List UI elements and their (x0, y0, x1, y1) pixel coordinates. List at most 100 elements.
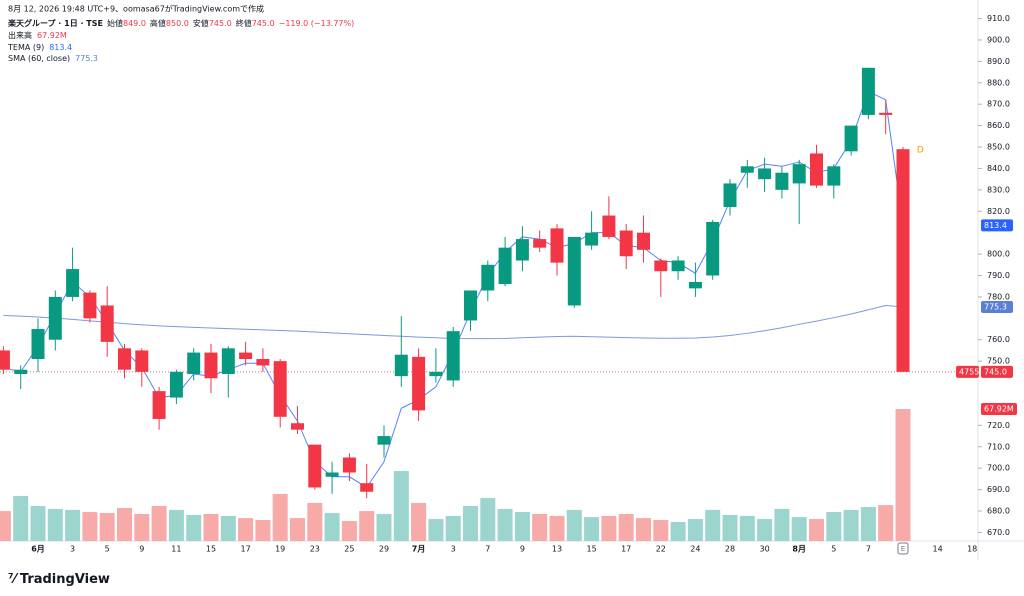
volume-bar (809, 519, 824, 541)
volume-bar (238, 518, 254, 541)
candle-body (481, 264, 495, 291)
value: 67.92M (37, 31, 67, 40)
volume-bar (82, 512, 98, 541)
candle-body (723, 183, 737, 207)
volume-bar (670, 521, 686, 541)
volume-bar (341, 520, 357, 541)
x-tick-label: 15 (206, 545, 216, 554)
candle-body (100, 305, 114, 342)
volume-bar (480, 498, 496, 541)
candle-body (550, 228, 564, 263)
y-tick-label: 670.0 (987, 528, 1010, 537)
volume-bar (47, 508, 63, 541)
volume-bar (826, 512, 842, 541)
volume-bar (636, 518, 651, 541)
volume-bar (393, 471, 409, 541)
candle-body (602, 215, 616, 237)
volume-bar (359, 511, 375, 541)
x-tick-label: 9 (139, 545, 144, 554)
volume-bar (618, 513, 634, 541)
volume-bar (774, 508, 790, 541)
candle-body (291, 423, 304, 430)
earnings-marker: E (901, 545, 905, 553)
volume-bar (463, 506, 478, 541)
volume-bar (791, 517, 807, 541)
volume-bar (428, 519, 444, 541)
x-tick-label: 28 (725, 545, 735, 554)
candle-body (273, 361, 287, 417)
x-tick-label: 29 (379, 545, 389, 554)
y-tick-label: 680.0 (987, 507, 1010, 516)
volume-bar (705, 509, 721, 541)
candle-body (775, 172, 789, 190)
y-tick-label: 780.0 (987, 292, 1010, 301)
volume-bar (895, 409, 911, 541)
volume-bar (13, 495, 29, 541)
volume-bar (843, 509, 859, 541)
ohlc-value: 745.0 (252, 19, 275, 28)
x-tick-label: 7月 (412, 545, 426, 554)
volume-bar (30, 506, 46, 541)
candle-body (14, 369, 28, 374)
candle-body (464, 290, 477, 321)
volume-bar (272, 493, 288, 541)
candle-body (827, 166, 841, 186)
candle-body (412, 356, 426, 411)
legend-volume: 出来高 67.92M (8, 30, 67, 40)
volume-bar (255, 520, 271, 541)
candle-body (515, 239, 529, 261)
x-tick-label: 15 (587, 545, 597, 554)
y-tick-label: 890.0 (987, 57, 1010, 66)
logo: ⁷⁄ (8, 572, 19, 587)
volume-bar (99, 513, 115, 541)
volume-bar (168, 509, 184, 541)
x-tick-label: 17 (241, 545, 251, 554)
candle-body (879, 112, 893, 115)
volume-bar (722, 514, 738, 541)
candle-body (637, 232, 650, 250)
created-note: 8月 12, 2026 19:48 UTC+9、oomasa67がTrading… (8, 4, 264, 14)
y-tick-label: 700.0 (987, 464, 1010, 473)
volume-bar (151, 506, 167, 541)
indicator-badge: 813.4 (984, 221, 1007, 230)
legend-title: 楽天グループ · 1日 · TSE 始値849.0 高値850.0 安値745.0 終値… (7, 18, 354, 28)
volume-bar (186, 514, 202, 541)
candle-body (671, 260, 685, 272)
candle-body (360, 483, 374, 492)
candle-body (325, 472, 339, 477)
candle-body (83, 292, 97, 319)
candle-body (342, 457, 356, 473)
y-tick-label: 750.0 (987, 357, 1010, 366)
volume-bar (497, 508, 513, 541)
volume-bar (514, 512, 530, 541)
candle-body (239, 352, 253, 360)
brand: ⁷⁄ TradingView (8, 572, 110, 587)
candle-body (533, 239, 547, 248)
name: SMA (60, close) (8, 54, 70, 63)
volume-bar (307, 502, 323, 541)
value: 775.3 (75, 54, 98, 63)
volume-badge-bg (981, 403, 1017, 415)
x-tick-label: 8月 (792, 545, 806, 554)
volume-bar (376, 513, 392, 541)
y-tick-label: 910.0 (987, 14, 1010, 23)
candle-body (135, 350, 149, 372)
candle-body (187, 352, 201, 374)
volume-bar (65, 509, 81, 541)
x-tick-label: 11 (171, 545, 181, 554)
x-tick-label: 3 (451, 545, 456, 554)
earnings-bg (897, 542, 909, 555)
x-tick-label: 22 (656, 545, 666, 554)
indicator-badge: 775.3 (984, 302, 1007, 311)
price-badge-bg (981, 365, 1013, 378)
ohlc-label: 高値 (150, 18, 166, 28)
candle-body (48, 296, 62, 340)
candle-body (118, 348, 131, 370)
candle-body (31, 329, 45, 360)
y-tick-label: 790.0 (987, 271, 1010, 280)
candle-body (308, 444, 322, 488)
volume-bar (653, 520, 669, 541)
y-tick-label: 830.0 (987, 185, 1010, 194)
volume-bar (757, 519, 773, 541)
candle-body (810, 153, 823, 186)
